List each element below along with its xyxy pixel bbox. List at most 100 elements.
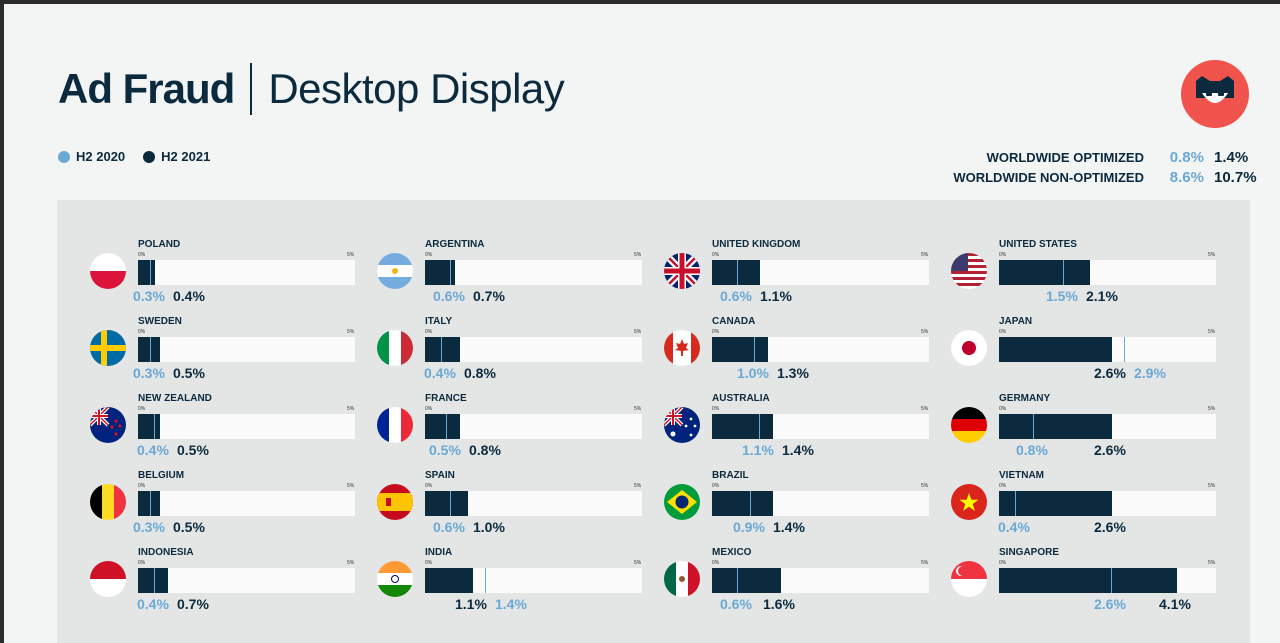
new-zealand-flag-icon [90,407,126,443]
marker-h2-2020 [1063,260,1064,285]
value-h2-2020: 0.9% [733,519,765,535]
legend-dot-icon [143,150,156,163]
bar-h2-2021 [712,337,768,362]
country-name: MEXICO [712,547,752,558]
country-row-japan: JAPAN 0% 5% 2.9% 2.6% [918,315,1216,392]
bar-track [425,260,642,285]
country-row-mexico: MEXICO 0% 5% 0.6% 1.6% [631,546,929,623]
country-row-sweden: SWEDEN 0% 5% 0.3% 0.5% [57,315,355,392]
tick-label-min: 0% [425,483,433,489]
country-row-vietnam: VIETNAM 0% 5% 0.4% 2.6% [918,469,1216,546]
title-sub: Desktop Display [268,65,565,112]
value-h2-2020: 0.4% [137,442,169,458]
value-h2-2020: 0.3% [133,519,165,535]
country-name: SINGAPORE [999,547,1060,558]
tick-label-max: 5% [921,406,929,412]
bar-track [999,260,1216,285]
tick-label-min: 0% [999,252,1007,258]
legend-label: H2 2021 [161,149,211,164]
bar-track [712,491,929,516]
worldwide-summary: WORLDWIDE OPTIMIZED 0.8% 1.4% WORLDWIDE … [953,147,1257,187]
value-h2-2021: 1.4% [773,519,805,535]
country-name: SWEDEN [138,316,182,327]
country-row-brazil: BRAZIL 0% 5% 0.9% 1.4% [631,469,929,546]
value-h2-2020: 0.6% [433,519,465,535]
bar-track [425,414,642,439]
bar-h2-2021 [999,568,1177,593]
bar-h2-2021 [138,260,155,285]
japan-flag-icon [951,330,987,366]
country-name: AUSTRALIA [712,393,770,404]
page-title: Ad Fraud Desktop Display [58,62,565,116]
legend-dot-icon [58,150,70,163]
marker-h2-2020 [759,414,760,439]
uk-flag-icon [664,253,700,289]
tick-label-max: 5% [347,329,355,335]
tick-label-max: 5% [634,406,642,412]
legend-item-h2-2021: H2 2021 [143,149,210,164]
country-row-belgium: BELGIUM 0% 5% 0.3% 0.5% [57,469,355,546]
bar-track [712,568,929,593]
country-name: UNITED STATES [999,239,1077,250]
marker-h2-2020 [1015,491,1016,516]
legend-item-h2-2020: H2 2020 [58,149,125,164]
tick-label-min: 0% [712,329,720,335]
country-name: INDIA [425,547,453,558]
country-name: BELGIUM [138,470,185,481]
value-h2-2020: 1.4% [495,596,527,612]
worldwide-value-2021: 1.4% [1214,148,1249,166]
value-h2-2020: 1.5% [1046,288,1078,304]
country-row-australia: AUSTRALIA 0% 5% 1.1% 1.4% [631,392,929,469]
tick-label-min: 0% [712,560,720,566]
value-h2-2020: 2.9% [1134,365,1166,381]
tick-label-min: 0% [712,406,720,412]
tick-label-max: 5% [921,483,929,489]
bar-h2-2021 [425,568,473,593]
tick-label-max: 5% [347,560,355,566]
sweden-flag-icon [90,330,126,366]
canada-flag-icon [664,330,700,366]
marker-h2-2020 [750,491,751,516]
value-h2-2020: 0.6% [720,288,752,304]
tick-label-min: 0% [712,483,720,489]
value-h2-2021: 2.6% [1094,365,1126,381]
bar-h2-2021 [999,337,1112,362]
value-h2-2020: 0.3% [133,365,165,381]
value-h2-2020: 0.4% [998,519,1030,535]
poland-flag-icon [90,253,126,289]
bar-h2-2021 [999,491,1112,516]
marker-h2-2020 [1124,337,1125,362]
marker-h2-2020 [1033,414,1034,439]
value-h2-2021: 2.6% [1094,519,1126,535]
country-row-new-zealand: NEW ZEALAND 0% 5% 0.4% 0.5% [57,392,355,469]
bar-track [138,491,355,516]
brazil-flag-icon [664,484,700,520]
page: Ad Fraud Desktop Display H2 2020 H2 2021… [4,4,1280,643]
bar-h2-2021 [712,568,781,593]
value-h2-2021: 0.5% [173,519,205,535]
marker-h2-2020 [150,260,151,285]
germany-flag-icon [951,407,987,443]
value-h2-2020: 0.4% [137,596,169,612]
value-h2-2021: 2.1% [1086,288,1118,304]
marker-h2-2020 [754,337,755,362]
tick-label-max: 5% [921,329,929,335]
country-chart-panel: POLAND 0% 5% 0.3% 0.4% ARGENTINA 0% 5% 0.6% 0.7% U… [57,200,1250,643]
tick-label-max: 5% [1208,252,1216,258]
value-h2-2021: 1.1% [455,596,487,612]
bar-track [999,414,1216,439]
worldwide-value-2021: 10.7% [1214,168,1257,186]
country-name: UNITED KINGDOM [712,239,801,250]
value-h2-2021: 4.1% [1159,596,1191,612]
value-h2-2021: 0.7% [473,288,505,304]
value-h2-2020: 0.8% [1016,442,1048,458]
value-h2-2021: 0.5% [173,365,205,381]
country-name: NEW ZEALAND [138,393,212,404]
country-row-united-states: UNITED STATES 0% 5% 1.5% 2.1% [918,238,1216,315]
italy-flag-icon [377,330,413,366]
tick-label-max: 5% [347,483,355,489]
vietnam-flag-icon [951,484,987,520]
country-name: ITALY [425,316,453,327]
australia-flag-icon [664,407,700,443]
marker-h2-2020 [154,414,155,439]
